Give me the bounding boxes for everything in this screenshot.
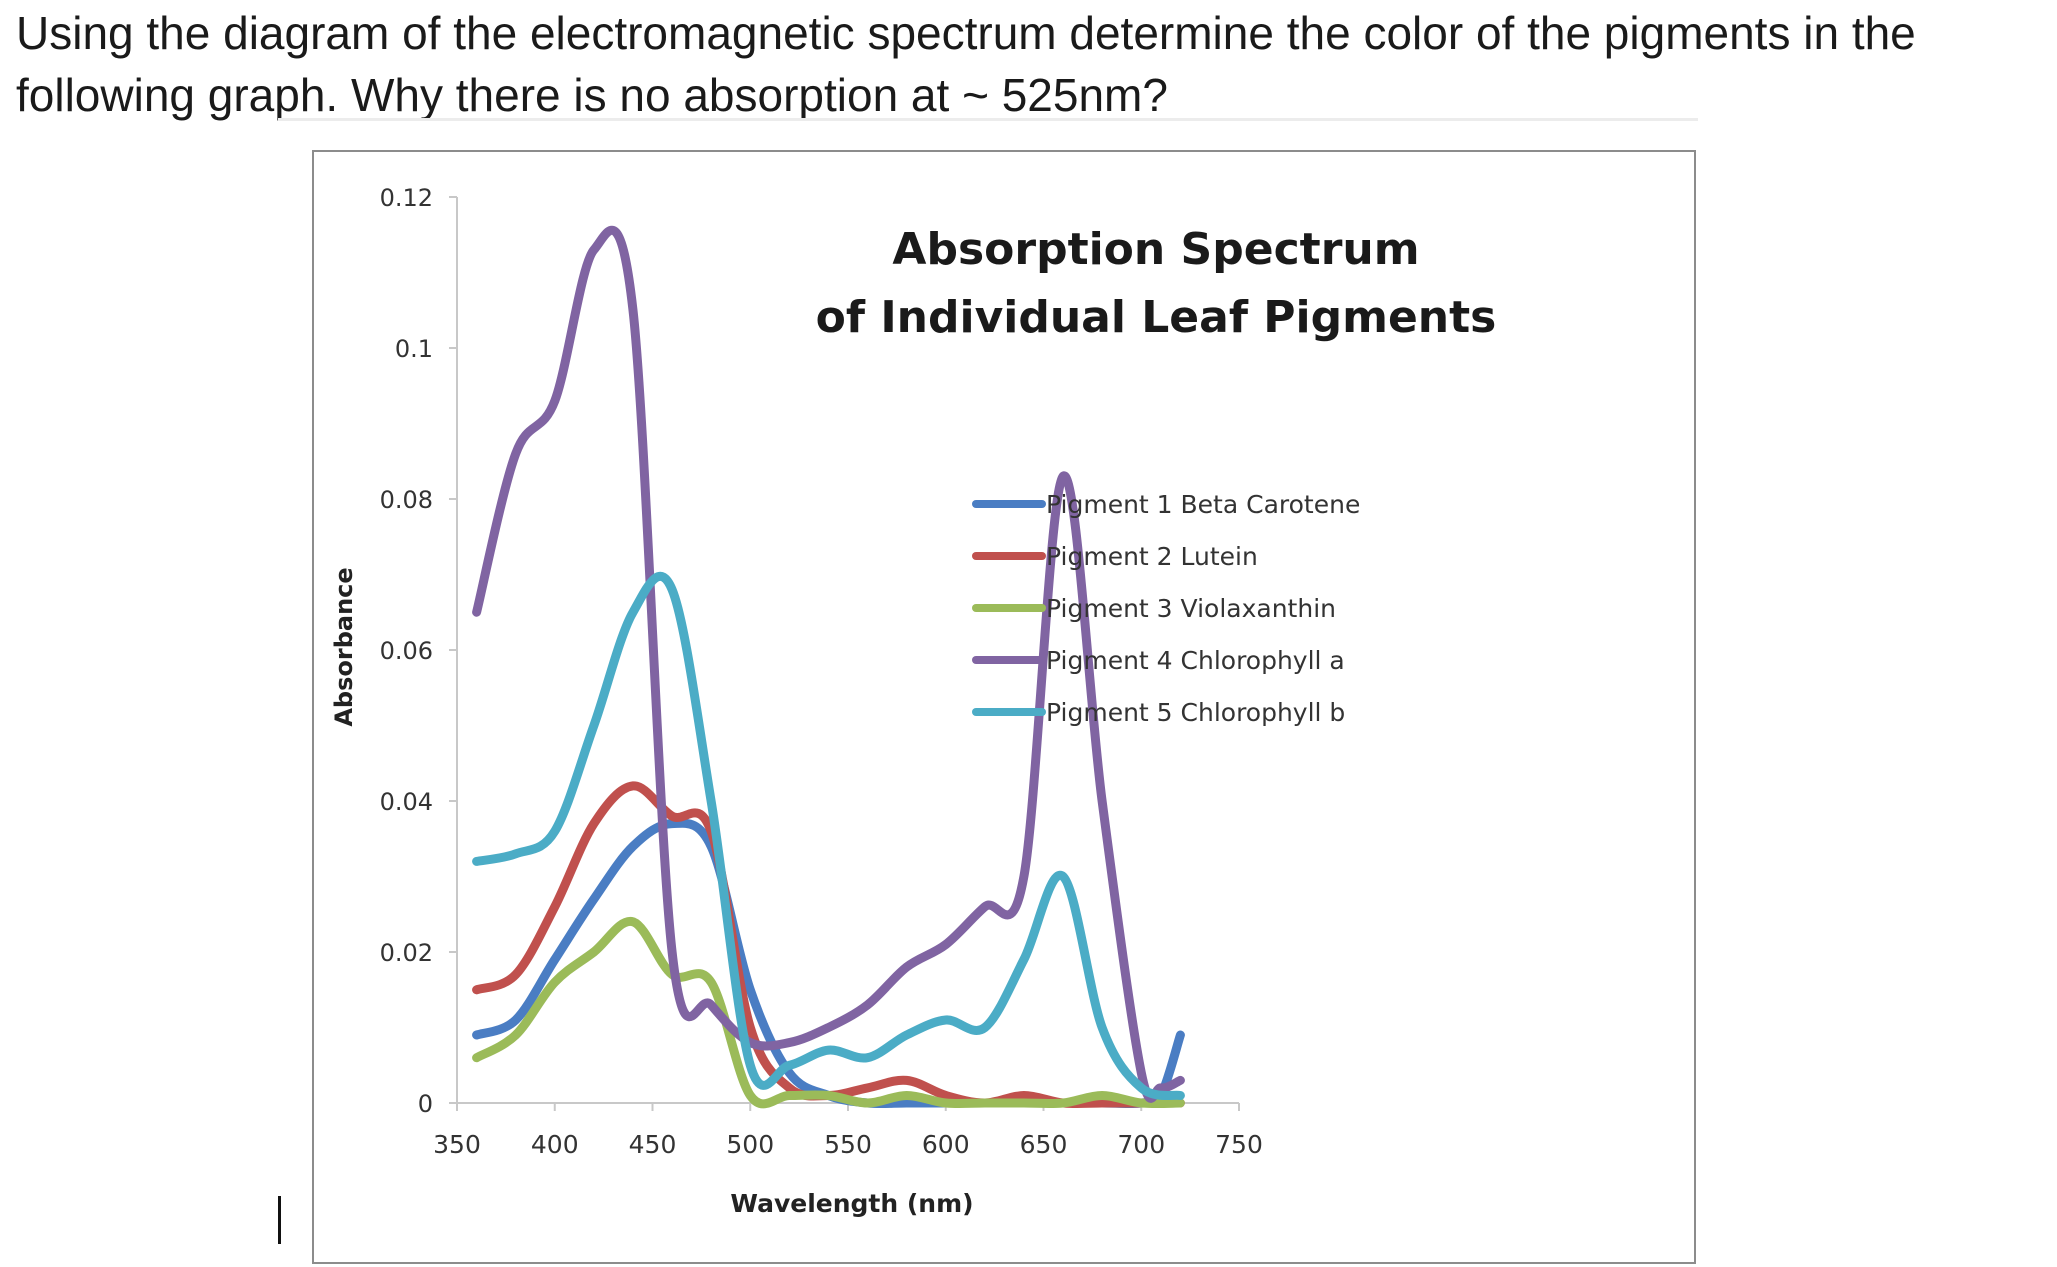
- legend-entry-2: Pigment 2 Lutein: [1046, 542, 1258, 571]
- chart-ticks: 0 0.02 0.04 0.06 0.08 0.1 0.12 350 400 450 500 550 6…: [380, 184, 1263, 1159]
- series-line-5: [472, 571, 1185, 1101]
- y-tick-label: 0.02: [380, 939, 433, 967]
- y-tick-label: 0.04: [380, 788, 433, 816]
- series-line-3: [472, 917, 1185, 1109]
- x-tick-label: 350: [433, 1130, 481, 1159]
- question-text: Using the diagram of the electromagnetic…: [16, 2, 2036, 126]
- legend-entry-1: Pigment 1 Beta Carotene: [1046, 490, 1360, 519]
- chart-frame: 0 0.02 0.04 0.06 0.08 0.1 0.12 350 400 450 500 550 6…: [312, 150, 1696, 1264]
- chart-legend: Pigment 1 Beta Carotene Pigment 2 Lutein P…: [972, 490, 1360, 727]
- question-line-2: following graph. Why there is no absorpt…: [16, 69, 1168, 121]
- divider: [278, 118, 1698, 121]
- x-tick-label: 550: [824, 1130, 872, 1159]
- x-tick-label: 700: [1117, 1130, 1165, 1159]
- series-line-2: [472, 781, 1185, 1109]
- x-tick-label: 450: [629, 1130, 677, 1159]
- y-tick-label: 0.08: [380, 486, 433, 514]
- y-tick-label: 0.12: [380, 184, 433, 212]
- y-tick-label: 0.1: [395, 335, 433, 363]
- x-tick-label: 600: [922, 1130, 970, 1159]
- legend-entry-4: Pigment 4 Chlorophyll a: [1046, 646, 1345, 675]
- absorption-chart: 0 0.02 0.04 0.06 0.08 0.1 0.12 350 400 450 500 550 6…: [330, 184, 1497, 1218]
- y-tick-label: 0.06: [380, 637, 433, 665]
- x-tick-label: 650: [1020, 1130, 1068, 1159]
- series-line-4: [472, 225, 1185, 1103]
- x-axis-label: Wavelength (nm): [730, 1189, 973, 1218]
- text-cursor: [278, 1196, 281, 1244]
- legend-entry-5: Pigment 5 Chlorophyll b: [1046, 698, 1345, 727]
- chart-series: [472, 225, 1185, 1109]
- legend-entry-3: Pigment 3 Violaxanthin: [1046, 594, 1336, 623]
- x-tick-label: 500: [726, 1130, 774, 1159]
- x-tick-label: 400: [531, 1130, 579, 1159]
- y-axis-label: Absorbance: [330, 567, 358, 726]
- x-tick-label: 750: [1215, 1130, 1263, 1159]
- y-tick-label: 0: [418, 1090, 433, 1118]
- chart-title-line-2: of Individual Leaf Pigments: [816, 292, 1497, 343]
- chart-title-line-1: Absorption Spectrum: [892, 224, 1419, 275]
- question-line-1: Using the diagram of the electromagnetic…: [16, 7, 1916, 59]
